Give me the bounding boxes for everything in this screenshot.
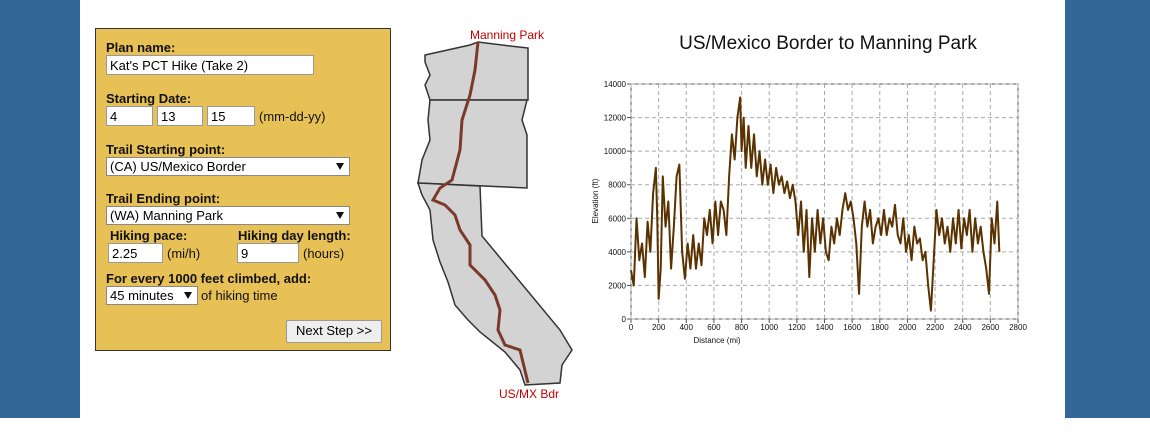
label: Hiking pace: (110, 228, 188, 243)
x-tick-label: 2600 (981, 323, 999, 332)
x-tick-label: 600 (707, 323, 721, 332)
x-tick-label: 2200 (926, 323, 944, 332)
dropdown-value: 45 minutes (110, 288, 174, 303)
text-input[interactable]: 9 (237, 243, 299, 263)
x-tick-label: 800 (735, 323, 749, 332)
y-tick-label: 0 (622, 315, 627, 324)
x-tick-label: 1200 (788, 323, 806, 332)
next-button[interactable]: Next Step >> (286, 320, 382, 343)
y-tick-label: 6000 (608, 214, 626, 223)
map-state (424, 41, 529, 101)
x-tick-label: 200 (652, 323, 666, 332)
text-input[interactable]: 2.25 (108, 243, 163, 263)
text-input[interactable]: 13 (157, 106, 203, 126)
x-tick-label: 0 (629, 323, 634, 332)
x-tick-label: 2800 (1009, 323, 1027, 332)
label: Starting Date: (106, 91, 192, 106)
y-axis-label: Elevation (ft) (591, 178, 600, 223)
plot-area (630, 83, 1019, 320)
x-tick-label: 1000 (760, 323, 778, 332)
label: Plan name: (106, 40, 176, 55)
map-state (417, 99, 528, 189)
hint: of hiking time (201, 288, 278, 303)
x-tick-label: 1800 (871, 323, 889, 332)
hint: (mm-dd-yy) (259, 109, 326, 124)
plan-form: Plan name: Kat's PCT Hike (Take 2) Start… (95, 28, 391, 351)
dropdown-value: (WA) Manning Park (110, 208, 223, 223)
label: For every 1000 feet climbed, add: (106, 271, 312, 286)
x-tick-label: 400 (680, 323, 694, 332)
dropdown-arrow (336, 212, 344, 219)
hint: (mi/h) (167, 246, 201, 261)
y-tick-label: 4000 (608, 248, 626, 257)
side-band (1065, 0, 1150, 418)
dropdown-value: (CA) US/Mexico Border (110, 159, 246, 174)
map-state (416, 182, 573, 386)
map-label: US/MX Bdr (499, 387, 559, 401)
y-tick-label: 8000 (608, 181, 626, 190)
map-label: Manning Park (470, 28, 545, 42)
dropdown-arrow (184, 292, 192, 299)
hint: (hours) (303, 246, 345, 261)
text-input[interactable]: 4 (106, 106, 153, 126)
dropdown[interactable]: (CA) US/Mexico Border (106, 157, 350, 176)
side-band (0, 0, 80, 418)
y-tick-label: 14000 (604, 80, 627, 89)
dropdown-arrow (336, 163, 344, 170)
label: Hiking day length: (238, 228, 351, 243)
text-input[interactable]: 15 (207, 106, 255, 126)
x-tick-label: 2400 (954, 323, 972, 332)
label: Trail Ending point: (106, 191, 221, 206)
dropdown[interactable]: (WA) Manning Park (106, 206, 350, 225)
trail (430, 41, 530, 384)
y-tick-label: 12000 (604, 114, 627, 123)
y-tick-label: 2000 (608, 281, 626, 290)
x-tick-label: 1600 (843, 323, 861, 332)
chart-title: US/Mexico Border to Manning Park (679, 33, 977, 54)
x-tick-label: 1400 (816, 323, 834, 332)
x-tick-label: 2000 (899, 323, 917, 332)
text-input[interactable]: Kat's PCT Hike (Take 2) (106, 55, 314, 75)
map (416, 41, 573, 386)
label: Trail Starting point: (106, 142, 226, 157)
y-tick-label: 10000 (604, 147, 627, 156)
x-axis-label: Distance (mi) (693, 336, 740, 345)
elevation-line (630, 96, 1001, 312)
dropdown[interactable]: 45 minutes (106, 286, 198, 305)
